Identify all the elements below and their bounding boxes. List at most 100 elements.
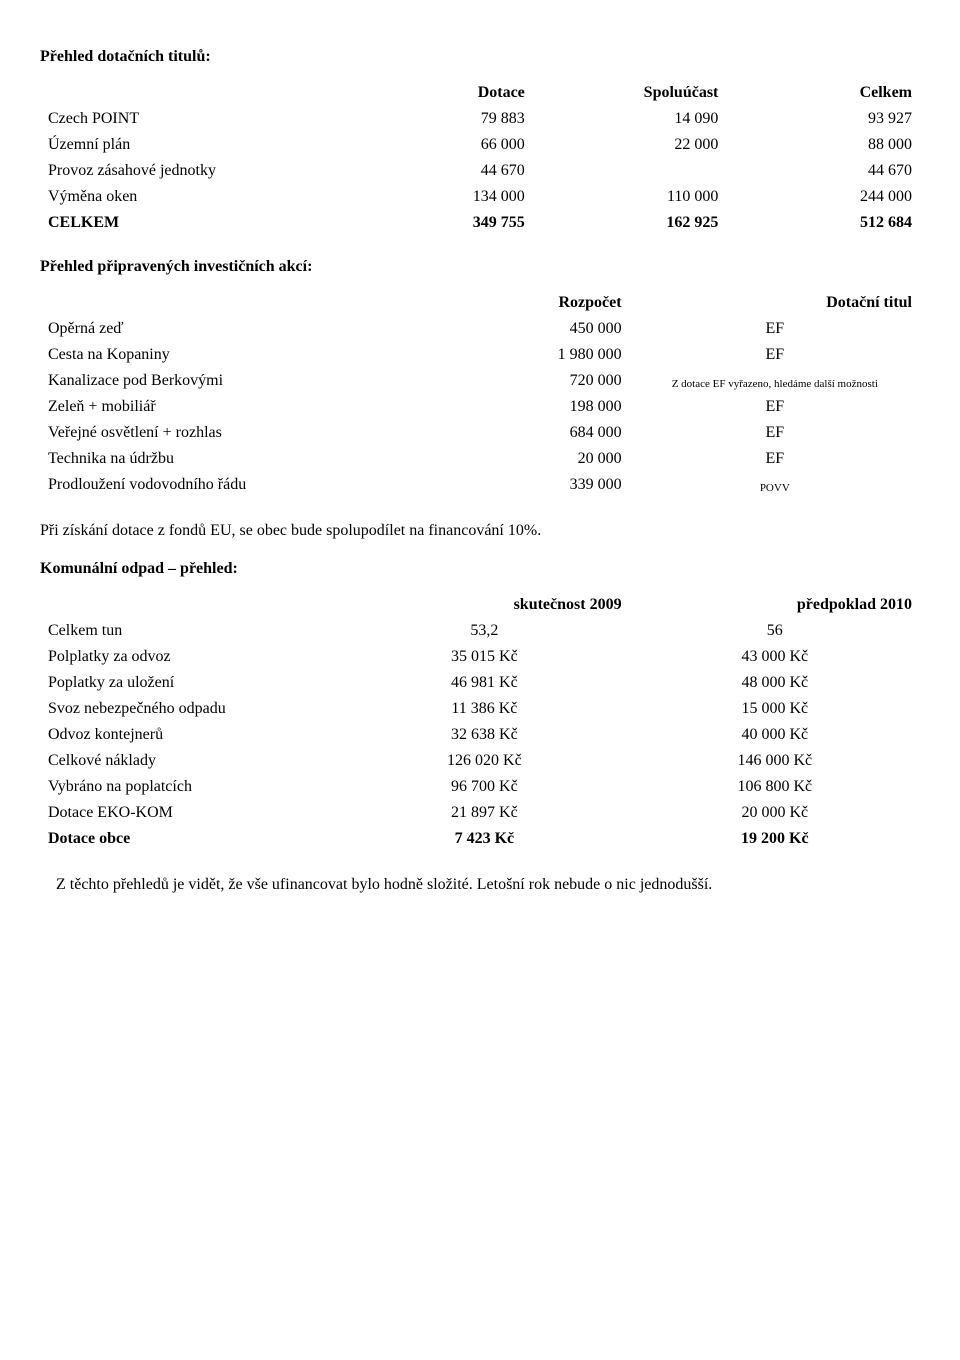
header-dotacni-titul: Dotační titul	[630, 290, 920, 316]
cell-value: 96 700 Kč	[339, 774, 629, 800]
table-header-row: skutečnost 2009 předpoklad 2010	[40, 592, 920, 618]
row-label: Celkové náklady	[40, 748, 339, 774]
table-grants: Dotace Spoluúčast Celkem Czech POINT79 8…	[40, 80, 920, 236]
cell-value	[533, 158, 727, 184]
table-header-row: Dotace Spoluúčast Celkem	[40, 80, 920, 106]
cell-value: EF	[630, 316, 920, 342]
cell-value: 21 897 Kč	[339, 800, 629, 826]
section-title-waste: Komunální odpad – přehled:	[40, 560, 920, 578]
table-row: Odvoz kontejnerů32 638 Kč40 000 Kč	[40, 722, 920, 748]
cell-value: 1 980 000	[339, 342, 629, 368]
cell-value: 110 000	[533, 184, 727, 210]
cell-value: 22 000	[533, 132, 727, 158]
table-row: Provoz zásahové jednotky44 67044 670	[40, 158, 920, 184]
row-label: Celkem tun	[40, 618, 339, 644]
cell-value: 7 423 Kč	[339, 826, 629, 852]
table-row: Opěrná zeď450 000EF	[40, 316, 920, 342]
table-investments: Rozpočet Dotační titul Opěrná zeď450 000…	[40, 290, 920, 498]
table-row: Poplatky za uložení46 981 Kč48 000 Kč	[40, 670, 920, 696]
table-row: Zeleň + mobiliář198 000EF	[40, 394, 920, 420]
table-header-row: Rozpočet Dotační titul	[40, 290, 920, 316]
note-cofinancing: Při získání dotace z fondů EU, se obec b…	[40, 520, 920, 542]
row-label: Svoz nebezpečného odpadu	[40, 696, 339, 722]
cell-value: EF	[630, 342, 920, 368]
table-row: Územní plán66 00022 00088 000	[40, 132, 920, 158]
cell-value: 48 000 Kč	[630, 670, 920, 696]
row-label: Odvoz kontejnerů	[40, 722, 339, 748]
header-empty	[40, 592, 339, 618]
cell-value: 32 638 Kč	[339, 722, 629, 748]
cell-value: 512 684	[726, 210, 920, 236]
cell-value: 162 925	[533, 210, 727, 236]
row-label: Dotace obce	[40, 826, 339, 852]
table-row: Vybráno na poplatcích96 700 Kč106 800 Kč	[40, 774, 920, 800]
table-row: Polplatky za odvoz35 015 Kč43 000 Kč	[40, 644, 920, 670]
cell-value: 349 755	[339, 210, 533, 236]
cell-value: 146 000 Kč	[630, 748, 920, 774]
cell-value: 44 670	[726, 158, 920, 184]
row-label: Czech POINT	[40, 106, 339, 132]
section-title-grants: Přehled dotačních titulů:	[40, 48, 920, 66]
cell-value: EF	[630, 420, 920, 446]
cell-value: 53,2	[339, 618, 629, 644]
cell-value: 126 020 Kč	[339, 748, 629, 774]
cell-value: 35 015 Kč	[339, 644, 629, 670]
cell-value: 134 000	[339, 184, 533, 210]
table-row: Celkové náklady126 020 Kč146 000 Kč	[40, 748, 920, 774]
cell-value: 44 670	[339, 158, 533, 184]
row-label: Polplatky za odvoz	[40, 644, 339, 670]
row-label: Kanalizace pod Berkovými	[40, 368, 339, 394]
header-empty	[40, 80, 339, 106]
table-row: Czech POINT79 88314 09093 927	[40, 106, 920, 132]
table-row: CELKEM349 755162 925512 684	[40, 210, 920, 236]
header-celkem: Celkem	[726, 80, 920, 106]
header-dotace: Dotace	[339, 80, 533, 106]
table-row: Prodloužení vodovodního řádu339 000POVV	[40, 472, 920, 498]
cell-value: 14 090	[533, 106, 727, 132]
row-label: Provoz zásahové jednotky	[40, 158, 339, 184]
table-row: Svoz nebezpečného odpadu11 386 Kč15 000 …	[40, 696, 920, 722]
row-label: Výměna oken	[40, 184, 339, 210]
row-label: Cesta na Kopaniny	[40, 342, 339, 368]
cell-value: 15 000 Kč	[630, 696, 920, 722]
cell-value: 56	[630, 618, 920, 644]
section-title-investments: Přehled připravených investičních akcí:	[40, 258, 920, 276]
table-row: Technika na údržbu20 000EF	[40, 446, 920, 472]
note-summary: Z těchto přehledů je vidět, že vše ufina…	[40, 874, 920, 896]
row-label: Vybráno na poplatcích	[40, 774, 339, 800]
table-row: Cesta na Kopaniny1 980 000EF	[40, 342, 920, 368]
cell-value: Z dotace EF vyřazeno, hledáme další možn…	[630, 368, 920, 394]
header-spoluucast: Spoluúčast	[533, 80, 727, 106]
cell-value: 43 000 Kč	[630, 644, 920, 670]
cell-value: 244 000	[726, 184, 920, 210]
header-empty	[40, 290, 339, 316]
row-label: Veřejné osvětlení + rozhlas	[40, 420, 339, 446]
row-label: Územní plán	[40, 132, 339, 158]
cell-value: POVV	[630, 472, 920, 498]
cell-value: 198 000	[339, 394, 629, 420]
row-label: Opěrná zeď	[40, 316, 339, 342]
cell-value: 339 000	[339, 472, 629, 498]
header-reality-2009: skutečnost 2009	[339, 592, 629, 618]
row-label: Prodloužení vodovodního řádu	[40, 472, 339, 498]
cell-value: 79 883	[339, 106, 533, 132]
table-waste: skutečnost 2009 předpoklad 2010 Celkem t…	[40, 592, 920, 852]
header-rozpocet: Rozpočet	[339, 290, 629, 316]
cell-value: 40 000 Kč	[630, 722, 920, 748]
cell-value: 720 000	[339, 368, 629, 394]
cell-value: 93 927	[726, 106, 920, 132]
header-forecast-2010: předpoklad 2010	[630, 592, 920, 618]
cell-value: 106 800 Kč	[630, 774, 920, 800]
cell-value: 88 000	[726, 132, 920, 158]
table-row: Dotace EKO-KOM21 897 Kč20 000 Kč	[40, 800, 920, 826]
cell-value: 20 000	[339, 446, 629, 472]
cell-value: 19 200 Kč	[630, 826, 920, 852]
table-row: Veřejné osvětlení + rozhlas684 000EF	[40, 420, 920, 446]
row-label: Zeleň + mobiliář	[40, 394, 339, 420]
table-row: Dotace obce7 423 Kč19 200 Kč	[40, 826, 920, 852]
cell-value: 46 981 Kč	[339, 670, 629, 696]
row-label: Poplatky za uložení	[40, 670, 339, 696]
cell-value: 450 000	[339, 316, 629, 342]
row-label: Technika na údržbu	[40, 446, 339, 472]
cell-value: 684 000	[339, 420, 629, 446]
